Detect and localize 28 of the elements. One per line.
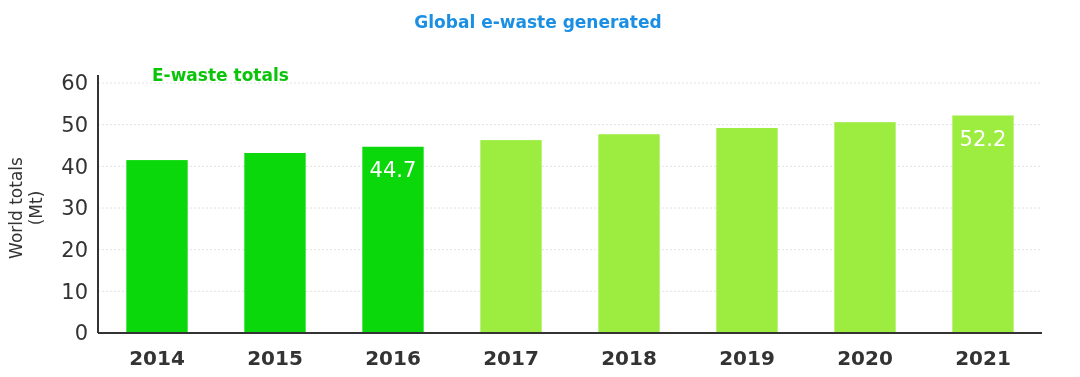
y-tick-label: 50 [61, 113, 88, 138]
y-tick-label: 20 [61, 238, 88, 263]
bar [244, 153, 306, 333]
x-tick-label: 2017 [483, 346, 539, 370]
data-label: 52.2 [959, 126, 1007, 151]
y-tick-label: 30 [61, 196, 88, 221]
x-tick-label: 2018 [601, 346, 657, 370]
x-tick-label: 2019 [719, 346, 775, 370]
data-label: 44.7 [369, 157, 417, 182]
x-tick-label: 2014 [129, 346, 185, 370]
bar [952, 115, 1014, 333]
x-tick-label: 2015 [247, 346, 303, 370]
chart-title: Global e-waste generated [414, 12, 662, 32]
bar [362, 146, 424, 333]
bar [834, 122, 896, 333]
y-tick-label: 60 [61, 71, 88, 96]
annotation: E-waste totals [152, 65, 289, 85]
x-tick-label: 2021 [955, 346, 1011, 370]
bar [480, 140, 542, 333]
y-tick-label: 0 [74, 321, 88, 346]
y-tick-label: 10 [61, 279, 88, 304]
bar [716, 128, 778, 333]
y-tick-label: 40 [61, 154, 88, 179]
x-tick-label: 2016 [365, 346, 421, 370]
bar [126, 160, 188, 333]
bar [598, 134, 660, 333]
y-axis-title: World totals (Mt) [6, 156, 47, 259]
x-tick-label: 2020 [837, 346, 893, 370]
